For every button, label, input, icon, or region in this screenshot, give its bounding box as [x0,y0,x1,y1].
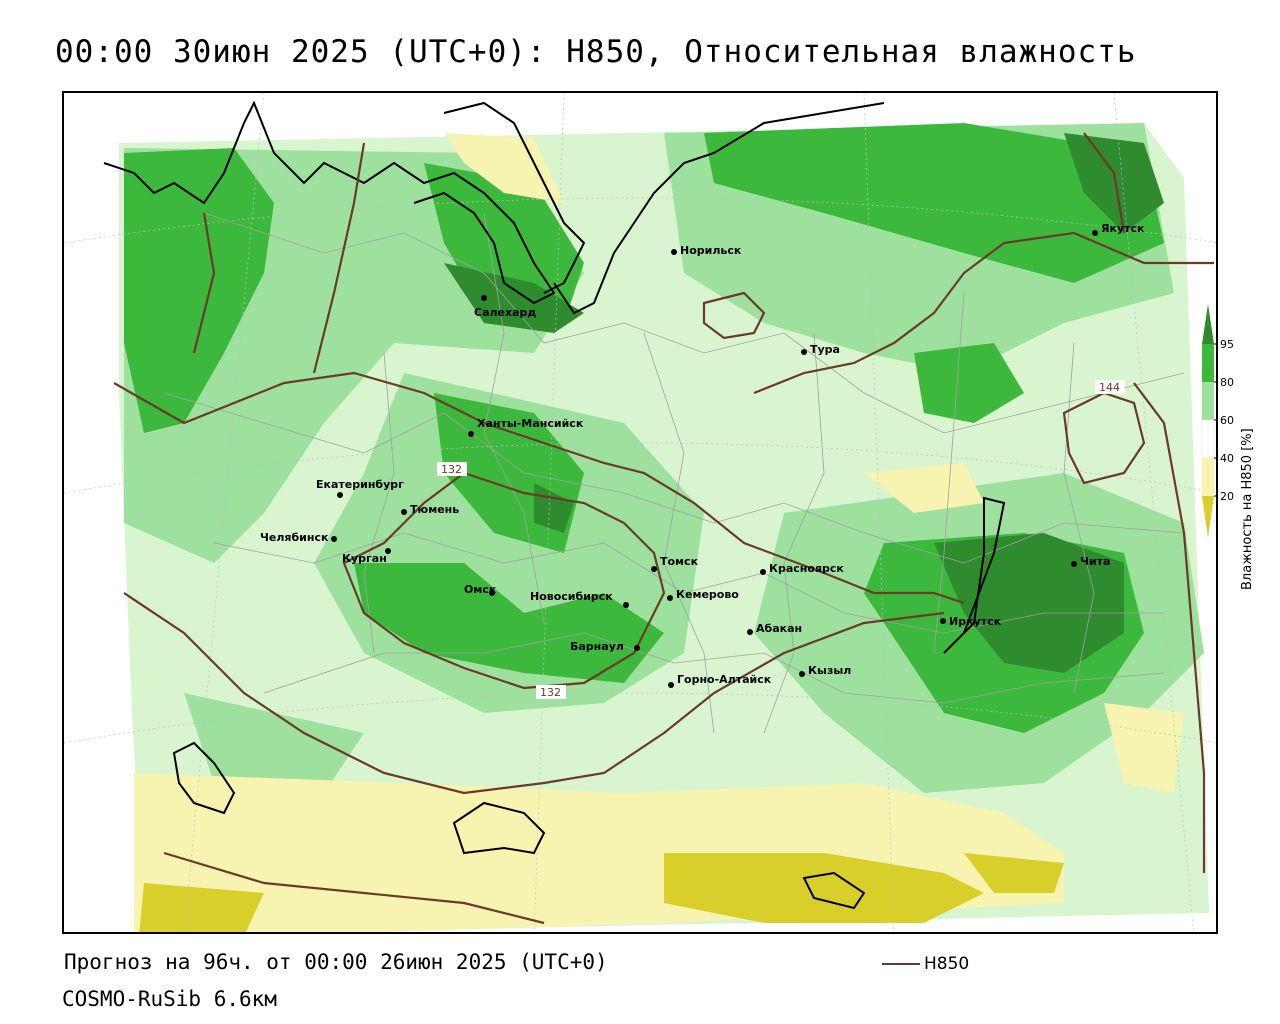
city-label-kurgan: Курган [342,552,387,565]
contour-line [192,212,216,354]
city-label-novosibirsk: Новосибирск [530,590,613,603]
city-label-salekhard: Салехард [474,306,536,319]
contour-label: 132 [540,686,561,699]
h850-contours [113,132,1214,925]
city-marker-tomsk[interactable] [651,566,657,572]
contour-line [163,851,545,925]
legend-tick-40: 40 [1220,452,1234,465]
contour-line-legend-label: H850 [924,954,970,974]
contour-label: 132 [441,463,462,476]
legend-swatch-very-high [1202,304,1214,344]
humidity-very-high-areas [444,133,1164,673]
city-marker-tura[interactable] [801,349,807,355]
city-marker-gorno-altaysk[interactable] [668,682,674,688]
forecast-map[interactable]: 132 132 144 Якутск Норильск Салехард Тур… [62,91,1218,934]
city-marker-salekhard[interactable] [481,295,487,301]
city-label-krasnoyarsk: Красноярск [769,562,844,575]
city-marker-kurgan[interactable] [385,548,391,554]
legend-tick-20: 20 [1220,490,1234,503]
contour-line-legend: H850 [882,954,969,974]
contour-line-swatch [882,963,920,965]
city-label-yekaterinburg: Екатеринбург [316,478,404,491]
city-marker-abakan[interactable] [747,629,753,635]
city-label-omsk: Омск [464,583,497,596]
legend-swatch-very-dry [1202,496,1214,538]
city-label-khanty-mansiysk: Ханты-Мансийск [477,417,584,430]
legend-tick-95: 95 [1220,338,1234,351]
legend-swatch-dry [1202,458,1214,496]
city-label-tyumen: Тюмень [410,503,459,516]
legend-tick-80: 80 [1220,376,1234,389]
city-label-tomsk: Томск [660,555,699,568]
city-marker-norilsk[interactable] [671,249,677,255]
model-name: COSMO-RuSib 6.6км [62,987,277,1011]
map-title: 00:00 30июн 2025 (UTC+0): H850, Относите… [55,34,1137,70]
city-label-kyzyl: Кызыл [808,664,851,677]
contour-line [1083,132,1126,234]
city-marker-krasnoyarsk[interactable] [760,569,766,575]
city-marker-chelyabinsk[interactable] [331,536,337,542]
contour-line [312,142,366,374]
humidity-legend: 95 80 60 40 20 [1196,300,1280,600]
city-label-norilsk: Норильск [680,244,742,257]
city-label-kemerovo: Кемерово [676,588,739,601]
legend-tick-60: 60 [1220,414,1234,427]
contour-line [342,471,666,690]
city-label-chita: Чита [1080,555,1110,568]
city-marker-irkutsk[interactable] [940,618,946,624]
contour-line [1062,391,1146,485]
city-label-gorno-altaysk: Горно-Алтайск [677,673,772,686]
contour-line [123,592,945,795]
city-label-yakutsk: Якутск [1101,222,1145,235]
map-canvas: 132 132 144 Якутск Норильск Салехард Тур… [64,93,1216,932]
contour-line [113,371,965,605]
city-marker-chita[interactable] [1071,561,1077,567]
contour-label: 144 [1099,381,1120,394]
city-marker-yekaterinburg[interactable] [337,492,343,498]
city-label-abakan: Абакан [756,622,802,635]
legend-swatch-neutral [1201,419,1215,459]
coastlines [103,100,1006,910]
city-label-tura: Тура [810,343,840,356]
city-marker-kyzyl[interactable] [799,671,805,677]
contour-line [753,231,1214,395]
forecast-info: Прогноз на 96ч. от 00:00 26июн 2025 (UTC… [64,950,608,974]
region-borders [163,212,1185,734]
city-marker-novosibirsk[interactable] [623,602,629,608]
city-marker-omsk[interactable] [489,590,495,596]
city-label-chelyabinsk: Челябинск [260,531,329,544]
legend-title: Влажность на H850 [%] [1240,428,1255,590]
city-marker-kemerovo[interactable] [667,595,673,601]
city-marker-khanty-mansiysk[interactable] [468,431,474,437]
city-label-irkutsk: Иркутск [949,615,1002,628]
contour-labels: 132 132 144 [437,380,1125,699]
contour-line [702,291,766,340]
city-marker-tyumen[interactable] [401,509,407,515]
legend-swatch-medium [1202,382,1214,420]
legend-swatch-high [1202,344,1214,382]
contour-line [1133,382,1206,873]
city-label-barnaul: Барнаул [570,640,624,653]
humidity-very-dry-areas [139,853,1064,932]
city-marker-yakutsk[interactable] [1092,230,1098,236]
graticule [64,93,1216,932]
city-marker-barnaul[interactable] [634,645,640,651]
city-markers: Якутск Норильск Салехард Тура Ханты-Манс… [260,222,1145,688]
